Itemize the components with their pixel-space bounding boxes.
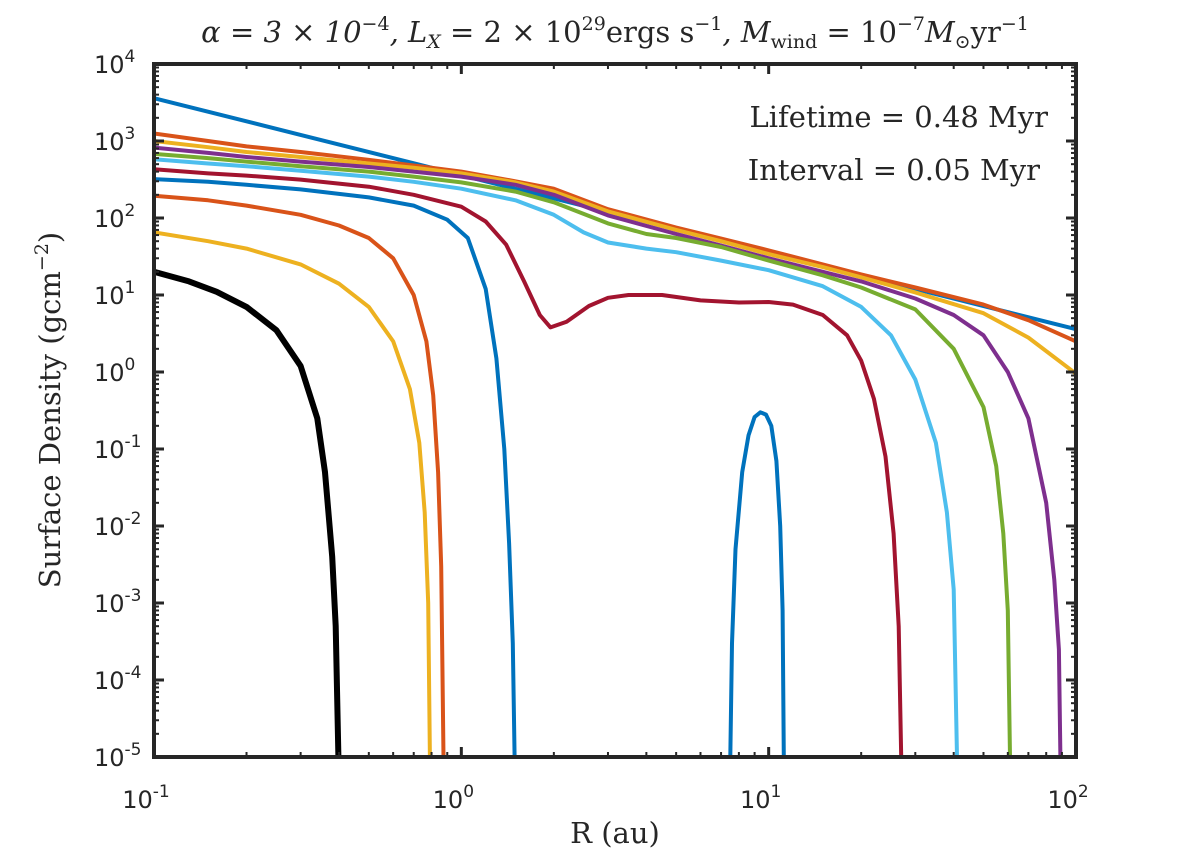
- title-m-sub: wind: [771, 31, 818, 53]
- y-tick-label-3: 10-2: [94, 509, 142, 541]
- title-m-unit-exp: −1: [1001, 13, 1029, 35]
- title-lx: , L: [390, 15, 428, 49]
- title-m-value: = 10: [817, 15, 897, 49]
- y-tick-label-2: 10-3: [94, 586, 142, 618]
- x-tick-label-1: 100: [433, 782, 474, 814]
- series-line-7: [154, 177, 517, 757]
- title-m: , M: [722, 15, 771, 49]
- title-m-unit-tail: yr: [970, 15, 1001, 49]
- title-alpha-exp: −4: [362, 13, 390, 35]
- y-tick-label-5: 100: [94, 355, 135, 387]
- series-line-11: [154, 268, 342, 757]
- series-line-5: [154, 157, 959, 757]
- title-lx-sub: X: [425, 31, 442, 53]
- series-line-4: [154, 151, 1012, 757]
- title-lx-exp: 29: [582, 13, 606, 35]
- y-axis-label-close: ): [33, 232, 67, 243]
- series-layer: [154, 96, 1076, 757]
- y-tick-label-8: 103: [94, 124, 135, 156]
- series-line-2: [154, 139, 1076, 376]
- plot-frame: [152, 62, 1078, 759]
- title-lx-value: = 2 × 10: [441, 15, 582, 49]
- series-line-3: [154, 145, 1063, 757]
- y-tick-label-7: 102: [94, 201, 135, 233]
- series-line-10: [154, 230, 432, 757]
- title-alpha: α = 3 × 10: [201, 15, 361, 49]
- annotation-lifetime: Lifetime = 0.48 Myr: [750, 100, 1049, 134]
- y-axis-label: Surface Density (gcm−2): [31, 232, 67, 589]
- y-tick-label-9: 104: [94, 47, 135, 79]
- x-tick-label-0: 10-1: [122, 782, 170, 814]
- title-m-unit: M: [924, 15, 956, 49]
- annotation-interval: Interval = 0.05 Myr: [748, 153, 1040, 187]
- series-line-6: [154, 167, 904, 757]
- y-tick-label-6: 101: [94, 278, 135, 310]
- title-lx-unit-exp: −1: [694, 13, 722, 35]
- title-lx-unit: ergs s: [606, 15, 695, 49]
- title-m-unit-sub: ⊙: [955, 31, 971, 53]
- series-line-9: [154, 193, 446, 757]
- x-tick-label-3: 102: [1047, 782, 1088, 814]
- x-axis-label: R (au): [570, 816, 660, 850]
- chart-title: α = 3 × 10−4, LX = 2 × 1029ergs s−1, Mwi…: [201, 13, 1029, 53]
- y-axis-label-text: Surface Density (gcm: [33, 271, 67, 588]
- y-tick-label-1: 10-4: [94, 663, 142, 695]
- y-tick-label-0: 10-5: [94, 740, 142, 772]
- y-tick-label-4: 10-1: [94, 432, 142, 464]
- x-tick-label-2: 101: [740, 782, 781, 814]
- title-m-exp: −7: [897, 13, 925, 35]
- y-axis-label-exp: −2: [31, 243, 53, 271]
- series-line-1: [154, 131, 1076, 344]
- series-line-8: [728, 410, 786, 757]
